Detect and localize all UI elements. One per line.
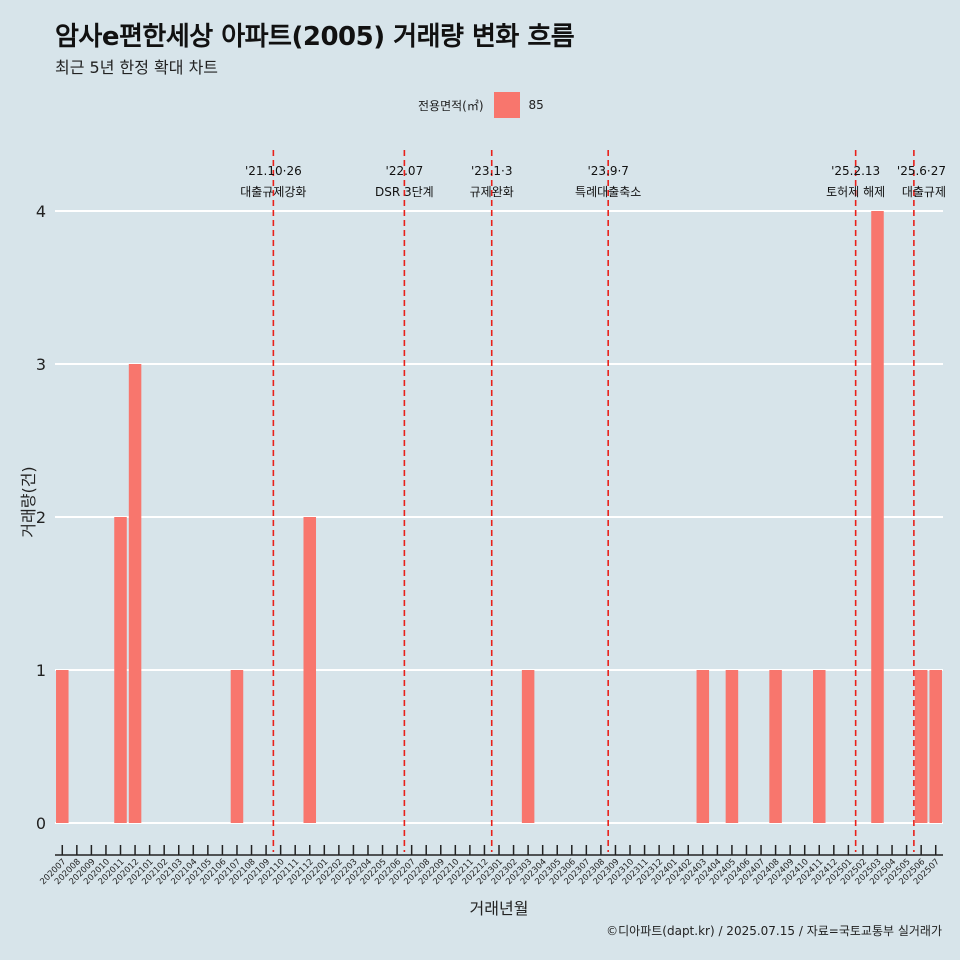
bar [114, 517, 127, 823]
chart-subtitle: 최근 5년 한정 확대 차트 [55, 58, 219, 77]
annotation-label: DSR 3단계 [375, 185, 434, 199]
y-tick-label: 0 [36, 814, 46, 833]
annotation-date: '22.07 [386, 164, 424, 178]
bar [871, 211, 884, 823]
bar [128, 364, 142, 823]
annotation-label: 특례대출축소 [575, 185, 641, 199]
bar [303, 517, 317, 823]
legend: 전용면적(㎡) 85 [418, 92, 544, 118]
annotation-date: '21.10·26 [245, 164, 302, 178]
bar [769, 670, 782, 823]
legend-title: 전용면적(㎡) [418, 98, 484, 113]
legend-swatch [493, 92, 520, 118]
bar [725, 670, 739, 823]
legend-item-label: 85 [528, 98, 544, 112]
annotation-label: 토허제 해제 [826, 185, 885, 199]
annotation-date: '25.6·27 [897, 164, 946, 178]
source-caption: ©디아파트(dapt.kr) / 2025.07.15 / 자료=국토교통부 실… [606, 924, 942, 938]
y-axis-title: 거래량(건) [19, 466, 38, 537]
bar [56, 670, 69, 823]
bar [813, 670, 826, 823]
annotation-date: '23.9·7 [587, 164, 628, 178]
annotation-label: 대출규제강화 [240, 185, 306, 199]
bar [929, 670, 942, 823]
y-tick-label: 1 [36, 661, 46, 680]
bar [521, 670, 535, 823]
annotation-date: '23.1·3 [471, 164, 512, 178]
bar [696, 670, 710, 823]
chart-title: 암사e편한세상 아파트(2005) 거래량 변화 흐름 [55, 22, 575, 52]
annotation-label: 규제완화 [470, 185, 514, 199]
y-tick-label: 4 [36, 202, 46, 221]
bar [914, 670, 928, 823]
x-axis-title: 거래년월 [470, 899, 529, 918]
y-tick-label: 3 [36, 355, 46, 374]
annotation-date: '25.2.13 [831, 164, 880, 178]
y-tick-label: 2 [36, 508, 46, 527]
bar [230, 670, 244, 823]
annotation-label: 대출규제 [902, 185, 946, 199]
